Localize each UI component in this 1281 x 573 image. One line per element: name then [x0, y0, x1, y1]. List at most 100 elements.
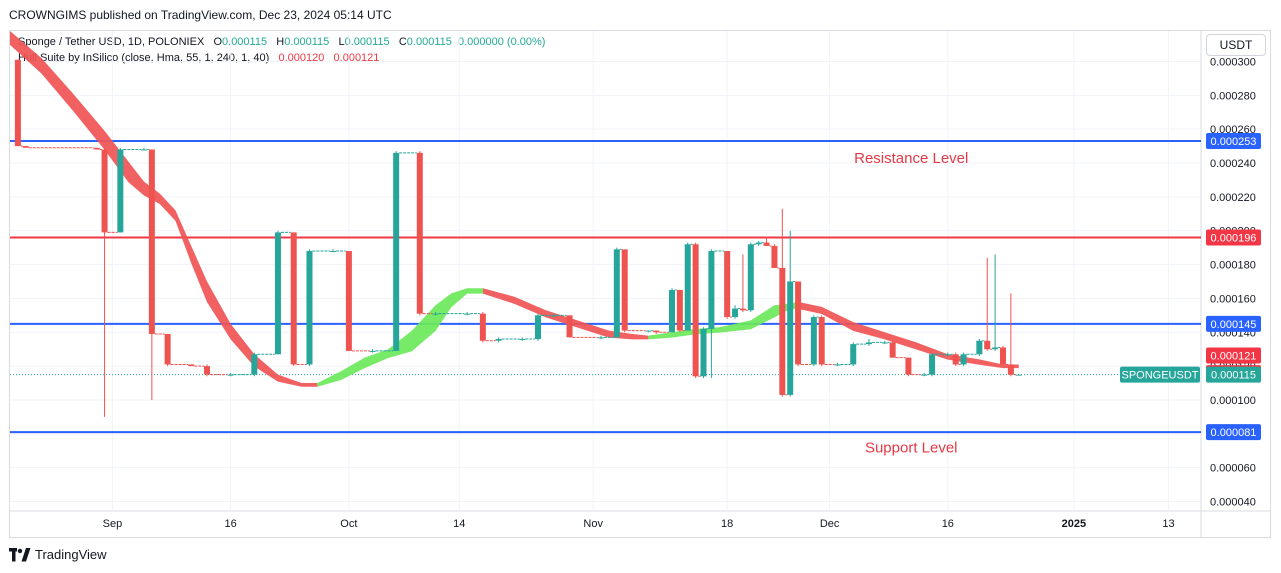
candle-body — [188, 364, 195, 367]
candle-body — [369, 350, 376, 352]
level-lines — [10, 140, 1201, 434]
chart-frame — [9, 30, 1271, 538]
candle-body — [464, 313, 471, 315]
candle-body — [684, 244, 691, 331]
candle-body — [613, 249, 620, 338]
candle-body — [787, 281, 794, 395]
candle-body — [290, 232, 297, 365]
candle-body — [866, 342, 873, 345]
candle-body — [747, 244, 754, 311]
candle-body — [999, 347, 1006, 365]
time-axis[interactable]: Sep 16 Oct 14 Nov 18 Dec 16 2025 13 — [103, 518, 1175, 530]
change-value: 0.000000 (0.00%) — [458, 36, 546, 48]
annotation-label: Support Level — [865, 439, 958, 456]
candle-body — [700, 328, 707, 377]
symbol-tag: SPONGEUSDT — [1121, 370, 1198, 382]
tradingview-logo-icon — [9, 547, 31, 561]
low-value: 0.000115 — [344, 36, 390, 48]
publisher-line: CROWNGIMS published on TradingView.com, … — [9, 8, 392, 22]
time-tick-label: 13 — [1162, 518, 1174, 530]
candle-body — [944, 354, 951, 356]
price-tick-label: 0.000180 — [1210, 260, 1256, 272]
candle-body — [645, 330, 652, 332]
price-tick-label: 0.000160 — [1210, 293, 1256, 305]
candle-body — [93, 147, 100, 150]
high-value: 0.000115 — [284, 36, 330, 48]
price-tick-label: 0.000220 — [1210, 192, 1256, 204]
hull-band-bearish — [798, 301, 1019, 369]
price-axis[interactable]: 0.0000400.0000600.0000800.0001000.000120… — [1210, 56, 1256, 508]
price-tick-label: 0.000060 — [1210, 463, 1256, 475]
close-value: 0.000115 — [406, 36, 452, 48]
candle-body — [535, 315, 542, 340]
time-tick-label: 14 — [453, 518, 465, 530]
candle-body — [984, 340, 991, 350]
candle-body — [952, 354, 959, 365]
level-price-tag: 0.000145 — [1211, 319, 1257, 331]
symbol-title[interactable]: Sponge / Tether USD, 1D, POLONIEX — [18, 36, 205, 48]
candle-body — [416, 152, 423, 314]
time-tick-label: Dec — [820, 518, 840, 530]
last-price-tag-bg — [1206, 366, 1261, 383]
price-tags: 0.000253 0.000196 0.000145 0.000081 0.000121… — [1120, 133, 1261, 441]
currency-button[interactable]: USDT — [1206, 34, 1266, 56]
candle-body — [834, 364, 841, 366]
last-price-tag: 0.000115 — [1211, 370, 1256, 382]
candle-body — [921, 374, 928, 376]
time-tick-label: Oct — [340, 518, 357, 530]
candle-body — [566, 315, 573, 338]
candle-body — [495, 339, 502, 341]
hull-band — [10, 31, 1019, 387]
symbol-tag-bg — [1120, 366, 1200, 383]
candle-body — [929, 354, 936, 375]
candle-body — [676, 289, 683, 331]
level-price-tag-bg — [1206, 229, 1261, 246]
candle-body — [810, 317, 817, 365]
candle-body — [992, 347, 999, 350]
candle-body — [598, 337, 605, 339]
candle-body — [779, 267, 786, 395]
level-price-tag: 0.000196 — [1211, 232, 1257, 244]
high-label: H — [276, 36, 285, 48]
candle-body — [960, 354, 967, 365]
price-tick-label: 0.000280 — [1210, 90, 1256, 102]
candle-body — [1007, 364, 1014, 375]
candle-body — [140, 149, 147, 151]
candle-body — [345, 251, 352, 351]
price-tick-label: 0.000100 — [1210, 395, 1256, 407]
candle-body — [14, 59, 21, 147]
brand-name: TradingView — [35, 547, 107, 562]
level-price-tag: 0.000253 — [1211, 136, 1257, 148]
candle-body — [755, 242, 762, 245]
hull-band-bullish — [317, 288, 483, 387]
hull-band-bearish — [482, 288, 649, 340]
level-price-tag-bg — [1206, 424, 1261, 441]
candle-body — [1015, 374, 1022, 376]
level-price-tag: 0.000081 — [1211, 427, 1257, 439]
candle-body — [393, 152, 400, 351]
hull-band-bearish — [10, 31, 318, 387]
indicator-price-tag-bg — [1206, 347, 1261, 364]
candle-body — [164, 333, 171, 365]
candle-body — [653, 330, 660, 333]
time-tick-label: 18 — [721, 518, 733, 530]
time-tick-label: 16 — [225, 518, 237, 530]
level-price-tag-bg — [1206, 133, 1261, 150]
candle-body — [550, 315, 557, 317]
time-tick-label: Sep — [103, 518, 123, 530]
tradingview-brand[interactable]: TradingView — [9, 547, 107, 562]
close-label: C — [398, 36, 407, 48]
price-tick-label: 0.000040 — [1210, 497, 1256, 509]
candle-body — [732, 308, 739, 318]
candle-body — [850, 344, 857, 365]
candle-body — [889, 342, 896, 358]
candle-body — [818, 317, 825, 365]
indicator-price-tag: 0.000121 — [1211, 350, 1257, 362]
price-tick-label: 0.000300 — [1210, 56, 1256, 68]
open-value: 0.000115 — [222, 36, 268, 48]
candle-body — [621, 249, 628, 331]
low-label: L — [338, 36, 345, 48]
candle-body — [22, 146, 29, 148]
candle-body — [739, 308, 746, 311]
